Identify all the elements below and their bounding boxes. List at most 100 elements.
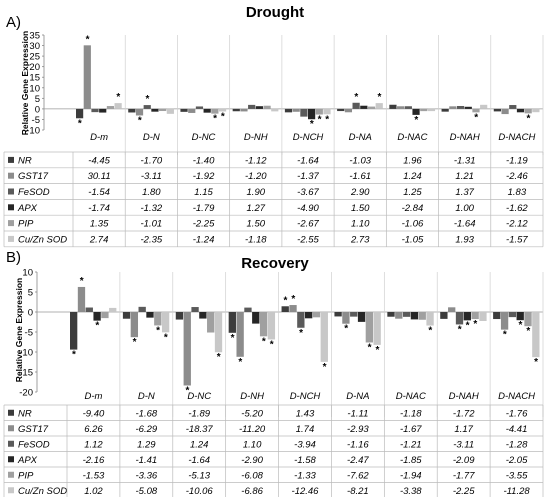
significance-asterisk: * bbox=[325, 114, 329, 125]
bar bbox=[83, 45, 91, 109]
significance-asterisk: * bbox=[310, 119, 314, 130]
data-label: -1.64 bbox=[297, 155, 319, 166]
bar bbox=[516, 108, 525, 113]
bar bbox=[135, 108, 144, 116]
bar bbox=[300, 108, 308, 117]
y-axis-label: Relative Gene Expression bbox=[20, 31, 30, 135]
bar bbox=[509, 105, 517, 109]
data-label: 1.00 bbox=[455, 203, 474, 214]
bar bbox=[263, 105, 271, 109]
bar bbox=[248, 104, 256, 109]
data-label: -2.46 bbox=[506, 171, 528, 182]
data-label: 1.90 bbox=[247, 187, 266, 198]
data-label: -2.55 bbox=[297, 234, 319, 245]
bar bbox=[203, 108, 211, 113]
significance-asterisk: * bbox=[474, 112, 478, 123]
data-label: -1.37 bbox=[297, 171, 319, 182]
bar bbox=[337, 108, 345, 112]
bar bbox=[441, 108, 449, 112]
data-label: 1.37 bbox=[455, 187, 474, 198]
category-label: D-NACH bbox=[498, 132, 535, 143]
bar bbox=[91, 108, 99, 113]
category-label: D-N bbox=[143, 132, 160, 143]
data-label: 1.24 bbox=[403, 171, 422, 182]
bar bbox=[501, 108, 509, 115]
bar bbox=[360, 105, 368, 109]
bar bbox=[352, 102, 360, 109]
bar bbox=[493, 108, 501, 112]
bar bbox=[99, 108, 107, 113]
data-label: -3.67 bbox=[297, 187, 319, 198]
y-tick-label: 20 bbox=[29, 62, 40, 73]
data-label: -1.18 bbox=[245, 234, 267, 245]
data-label: -1.64 bbox=[454, 219, 476, 230]
bar bbox=[218, 108, 227, 112]
data-label: -1.79 bbox=[193, 203, 215, 214]
data-label: 1.50 bbox=[247, 219, 266, 230]
data-label: 1.15 bbox=[194, 187, 213, 198]
panel-a-letter: A) bbox=[6, 14, 21, 31]
bar bbox=[375, 103, 383, 109]
legend-swatch bbox=[8, 235, 14, 242]
data-label: -1.32 bbox=[141, 203, 163, 214]
bar bbox=[76, 108, 84, 119]
panel-a-title: Drought bbox=[245, 4, 305, 21]
bar bbox=[240, 108, 248, 112]
category-label: D-NH bbox=[244, 132, 268, 143]
data-label: -1.06 bbox=[402, 219, 424, 230]
legend-swatch bbox=[8, 188, 14, 195]
bar bbox=[166, 108, 174, 114]
significance-asterisk: * bbox=[86, 34, 90, 45]
category-label: D-m bbox=[90, 132, 108, 143]
significance-asterisk: * bbox=[354, 92, 358, 103]
data-label: 1.35 bbox=[90, 219, 109, 230]
data-label: 1.10 bbox=[351, 219, 370, 230]
significance-asterisk: * bbox=[414, 115, 418, 126]
bar bbox=[151, 108, 159, 112]
bar bbox=[389, 104, 397, 109]
panel-b-title: Recovery bbox=[241, 255, 309, 272]
bar bbox=[464, 106, 472, 109]
data-label: 1.83 bbox=[508, 187, 527, 198]
legend-label: PIP bbox=[18, 219, 34, 230]
bar bbox=[271, 108, 279, 112]
y-tick-label: -10 bbox=[26, 126, 40, 137]
y-tick-label: 5 bbox=[35, 94, 40, 105]
data-label: -1.57 bbox=[506, 234, 528, 245]
significance-asterisk: * bbox=[138, 115, 142, 126]
bar bbox=[420, 108, 428, 112]
bar bbox=[114, 103, 122, 109]
bar bbox=[449, 106, 457, 109]
data-label: 1.27 bbox=[247, 203, 266, 214]
y-tick-label: 30 bbox=[29, 41, 40, 52]
data-label: -1.62 bbox=[506, 203, 528, 214]
data-label: -2.67 bbox=[297, 219, 319, 230]
category-label: D-NC bbox=[192, 132, 216, 143]
bar bbox=[128, 108, 136, 113]
data-label: -1.19 bbox=[506, 155, 528, 166]
bar bbox=[404, 106, 412, 109]
y-tick-label: -5 bbox=[32, 115, 40, 126]
data-label: -3.11 bbox=[141, 171, 162, 182]
bar bbox=[367, 106, 376, 109]
bar bbox=[159, 108, 167, 112]
data-label: 1.80 bbox=[142, 187, 161, 198]
data-label: -2.12 bbox=[506, 219, 528, 230]
significance-asterisk: * bbox=[78, 118, 82, 129]
data-label: 1.50 bbox=[351, 203, 370, 214]
bar bbox=[412, 108, 420, 115]
legend-label: NR bbox=[18, 155, 32, 166]
data-label: -4.90 bbox=[297, 203, 319, 214]
category-label: D-NCH bbox=[293, 132, 324, 143]
data-label: -2.84 bbox=[402, 203, 424, 214]
data-label: -2.25 bbox=[193, 219, 215, 230]
data-label: 2.73 bbox=[350, 234, 370, 245]
legend-swatch bbox=[8, 172, 14, 179]
significance-asterisk: * bbox=[318, 115, 322, 126]
y-tick-label: 0 bbox=[35, 104, 40, 115]
bar bbox=[211, 108, 219, 114]
bar bbox=[308, 108, 316, 120]
bar bbox=[292, 108, 300, 112]
bar bbox=[315, 108, 323, 115]
